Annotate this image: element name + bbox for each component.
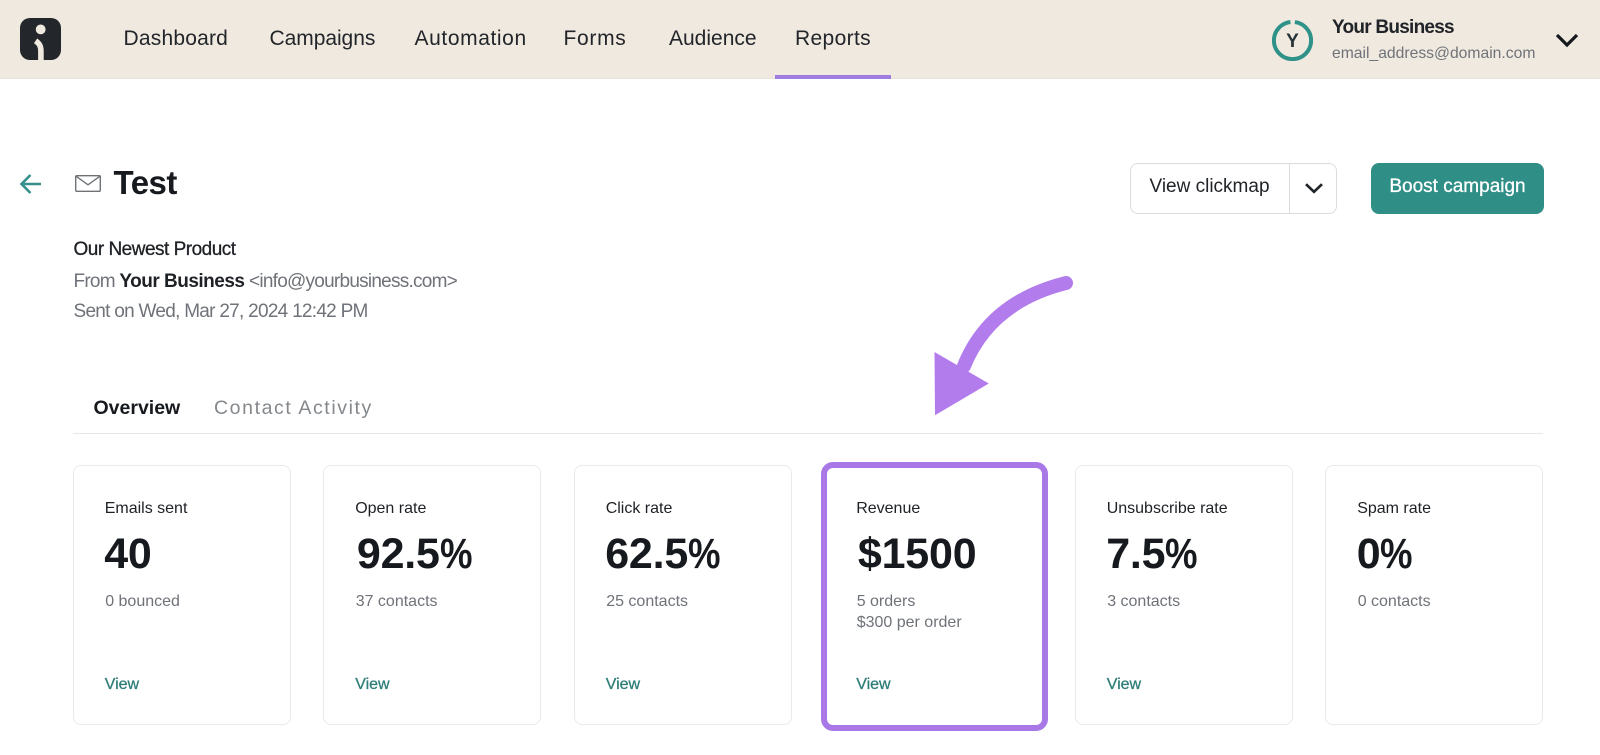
svg-text:Y: Y xyxy=(1286,31,1299,52)
